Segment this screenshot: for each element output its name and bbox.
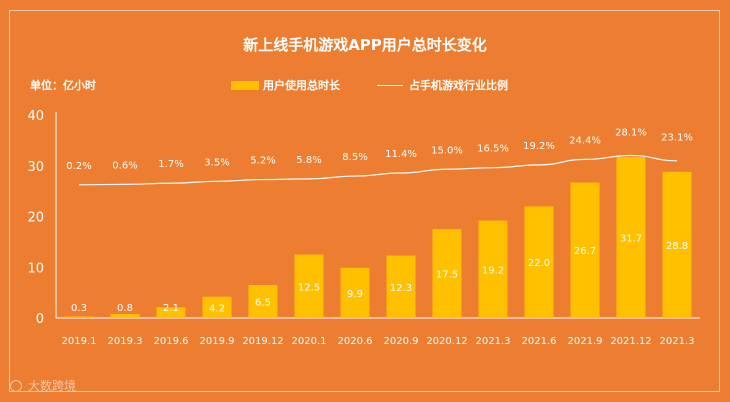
chart-frame xyxy=(9,10,720,392)
bar xyxy=(662,171,692,318)
bar-value-label: 31.7 xyxy=(620,234,642,245)
bar-value-label: 19.2 xyxy=(482,265,504,276)
unit-label: 单位：亿小时 xyxy=(30,79,96,92)
x-tick-label: 2020.6 xyxy=(338,336,373,347)
x-tick-label: 2019.1 xyxy=(62,336,97,347)
bar xyxy=(570,182,600,318)
legend-line: 占手机游戏行业比例 xyxy=(377,77,508,93)
bar-value-label: 28.8 xyxy=(666,241,688,252)
bar xyxy=(294,254,324,318)
bar xyxy=(156,307,186,318)
share-label: 24.4% xyxy=(569,135,601,146)
bar xyxy=(386,255,416,318)
y-tick-label: 0 xyxy=(36,312,44,327)
bar xyxy=(110,313,140,318)
bar-value-label: 0.3 xyxy=(71,303,87,314)
x-tick-label: 2021.3 xyxy=(660,336,695,347)
bar-value-label: 6.5 xyxy=(255,298,271,309)
x-tick-label: 2020.9 xyxy=(384,336,419,347)
bar-value-label: 22.0 xyxy=(528,258,550,269)
share-label: 28.1% xyxy=(615,127,647,138)
bar xyxy=(248,285,278,318)
x-tick-label: 2021.12 xyxy=(610,336,651,347)
bar-value-label: 0.8 xyxy=(117,303,133,314)
chart-title: 新上线手机游戏APP用户总时长变化 xyxy=(243,36,487,54)
x-tick-label: 2021.6 xyxy=(522,336,557,347)
x-tick-label: 2019.12 xyxy=(242,336,283,347)
y-tick-label: 20 xyxy=(27,211,44,226)
share-label: 23.1% xyxy=(661,133,693,144)
share-label: 1.7% xyxy=(158,159,183,170)
bar xyxy=(478,220,508,318)
bar-value-label: 4.2 xyxy=(209,303,225,314)
share-label: 0.6% xyxy=(112,160,137,171)
legend-line-label: 占手机游戏行业比例 xyxy=(409,79,508,92)
share-line xyxy=(78,154,678,186)
bar-value-label: 2.1 xyxy=(163,303,179,314)
legend-bar-label: 用户使用总时长 xyxy=(263,79,340,92)
share-label: 16.5% xyxy=(477,144,509,155)
x-tick-label: 2019.3 xyxy=(108,336,143,347)
share-label: 8.5% xyxy=(342,152,367,163)
x-tick-label: 2019.6 xyxy=(154,336,189,347)
bar-value-label: 12.3 xyxy=(390,283,412,294)
bar-value-label: 12.5 xyxy=(298,282,320,293)
legend-bar: 用户使用总时长 xyxy=(231,77,340,93)
share-label: 0.2% xyxy=(66,161,91,172)
bar-value-label: 26.7 xyxy=(574,246,596,257)
bar xyxy=(340,267,370,318)
y-tick-label: 30 xyxy=(27,160,44,175)
share-label: 3.5% xyxy=(204,157,229,168)
legend-line-swatch xyxy=(377,84,403,86)
share-label: 19.2% xyxy=(523,141,555,152)
bar xyxy=(432,229,462,318)
x-tick-label: 2021.9 xyxy=(568,336,603,347)
bar-value-label: 17.5 xyxy=(436,270,458,281)
bar xyxy=(524,206,554,318)
x-tick-label: 2019.9 xyxy=(200,336,235,347)
bar xyxy=(64,316,94,318)
x-tick-label: 2020.1 xyxy=(292,336,327,347)
y-tick-label: 40 xyxy=(27,109,44,124)
watermark-text: 大数跨境 xyxy=(28,379,77,393)
share-label: 11.4% xyxy=(385,149,417,160)
share-label: 5.2% xyxy=(250,156,275,167)
watermark: 大数跨境 xyxy=(10,377,76,394)
legend-bar-swatch xyxy=(231,80,259,90)
x-tick-label: 2021.3 xyxy=(476,336,511,347)
bar xyxy=(202,296,232,318)
watermark-logo-icon xyxy=(10,379,22,392)
share-label: 5.8% xyxy=(296,155,321,166)
bar-value-label: 9.9 xyxy=(347,289,363,300)
x-tick-label: 2020.12 xyxy=(426,336,467,347)
share-label: 15.0% xyxy=(431,145,463,156)
y-tick-label: 10 xyxy=(27,261,44,276)
bar xyxy=(616,157,646,318)
